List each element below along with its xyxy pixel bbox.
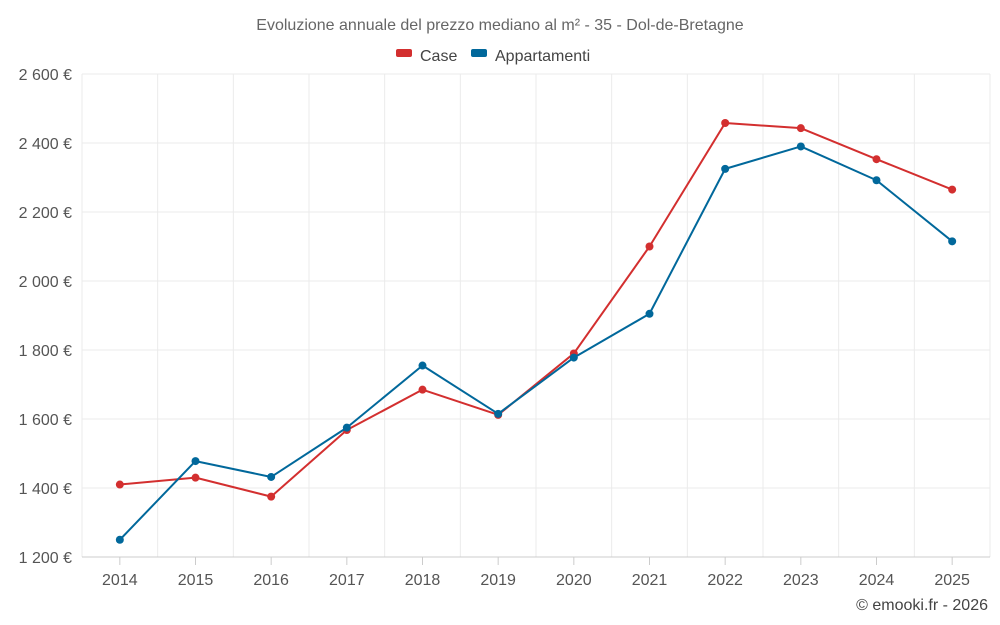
data-point-case[interactable] [872, 155, 881, 164]
credit-text: © emooki.fr - 2026 [856, 597, 988, 614]
y-tick-label: 2 000 € [19, 274, 72, 291]
y-axis-ticks: 1 200 € 1 400 € 1 600 € 1 800 € 2 000 € 2 200… [19, 67, 72, 567]
data-point-case[interactable] [645, 242, 654, 251]
data-point-case[interactable] [796, 124, 805, 133]
data-point-appartamenti[interactable] [342, 423, 351, 432]
y-tick-label: 1 600 € [19, 412, 72, 429]
x-gridlines [81, 74, 991, 557]
x-axis-ticks: 2014 2015 2016 2017 2018 2019 2020 2021 2022 2023… [102, 557, 970, 589]
data-point-case[interactable] [267, 492, 276, 501]
data-point-case[interactable] [191, 473, 200, 482]
data-point-appartamenti[interactable] [796, 142, 805, 151]
y-tick-label: 2 200 € [19, 205, 72, 222]
y-tick-label: 1 800 € [19, 343, 72, 360]
x-tick-label: 2017 [329, 572, 365, 589]
series-line-case [118, 121, 954, 498]
data-point-appartamenti[interactable] [115, 535, 124, 544]
x-tick-label: 2021 [632, 572, 668, 589]
data-point-appartamenti[interactable] [645, 309, 654, 318]
x-tick-label: 2015 [178, 572, 214, 589]
y-tick-label: 1 400 € [19, 481, 72, 498]
legend: Case Appartamenti [396, 48, 590, 65]
y-tick-label: 2 400 € [19, 136, 72, 153]
x-tick-label: 2019 [480, 572, 516, 589]
chart-title: Evoluzione annuale del prezzo mediano al… [256, 17, 743, 34]
y-tick-label: 2 600 € [19, 67, 72, 84]
legend-swatch-appartamenti [471, 49, 487, 57]
data-point-appartamenti[interactable] [569, 353, 578, 362]
legend-swatch-case [396, 49, 412, 57]
data-point-appartamenti[interactable] [418, 361, 427, 370]
data-point-appartamenti[interactable] [494, 409, 503, 418]
x-tick-label: 2016 [253, 572, 289, 589]
x-tick-label: 2025 [934, 572, 970, 589]
y-tick-label: 1 200 € [19, 550, 72, 567]
data-point-case[interactable] [115, 480, 124, 489]
data-point-appartamenti[interactable] [872, 176, 881, 185]
x-tick-label: 2020 [556, 572, 592, 589]
data-point-appartamenti[interactable] [721, 164, 730, 173]
data-point-appartamenti[interactable] [191, 457, 200, 466]
x-tick-label: 2018 [405, 572, 441, 589]
x-tick-label: 2022 [707, 572, 743, 589]
data-point-appartamenti[interactable] [267, 472, 276, 481]
x-tick-label: 2014 [102, 572, 138, 589]
series-line-appartamenti [118, 145, 954, 541]
series-group [115, 118, 957, 544]
x-tick-label: 2024 [859, 572, 895, 589]
legend-label-case[interactable]: Case [420, 48, 457, 65]
data-point-appartamenti[interactable] [948, 237, 957, 246]
data-point-case[interactable] [721, 118, 730, 127]
legend-label-appartamenti[interactable]: Appartamenti [495, 48, 590, 65]
data-point-case[interactable] [418, 385, 427, 394]
data-point-case[interactable] [948, 185, 957, 194]
x-tick-label: 2023 [783, 572, 819, 589]
